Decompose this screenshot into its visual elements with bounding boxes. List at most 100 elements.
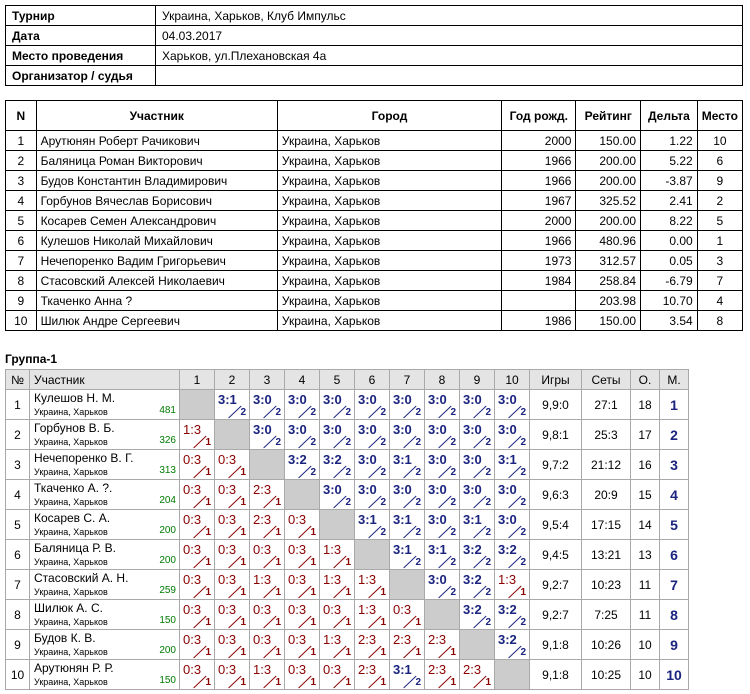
diagonal-slash-icon — [333, 465, 347, 479]
group-place: 3 — [659, 449, 689, 480]
match-score: 3:2 — [288, 452, 307, 467]
diagonal-slash-icon — [263, 525, 277, 539]
participant-birth-year: 1973 — [501, 250, 577, 271]
participant-city: Украина, Харьков — [276, 170, 503, 191]
diagonal-slash-icon — [508, 465, 522, 479]
participant-delta: 3.54 — [640, 310, 698, 331]
participant-place: 1 — [696, 230, 744, 251]
match-result-cell: 3:0 2 — [389, 479, 425, 510]
match-score: 3:0 — [428, 572, 447, 587]
diagonal-slash-icon — [298, 645, 312, 659]
info-label: Организатор / судья — [5, 65, 156, 86]
grid-header-place: М. — [659, 369, 689, 390]
participant-rating: 312.57 — [575, 250, 642, 271]
match-points: 2 — [345, 437, 351, 448]
participant-city: Украина, Харьков — [276, 130, 503, 151]
match-points: 2 — [415, 677, 421, 688]
tournament-info-table: Турнир Украина, Харьков, Клуб Импульс Дата… — [5, 5, 743, 86]
match-result-cell: 3:1 2 — [354, 509, 390, 540]
diagonal-slash-icon — [473, 555, 487, 569]
match-points: 1 — [310, 527, 316, 538]
participant-rating: 150.00 — [575, 130, 642, 151]
diagonal-slash-icon — [193, 495, 207, 509]
match-points: 2 — [310, 437, 316, 448]
match-score: 3:0 — [498, 392, 517, 407]
match-score: 0:3 — [218, 572, 237, 587]
match-result-cell: 3:2 2 — [494, 629, 530, 660]
group-player-name: Баляница Р. В. — [34, 541, 117, 555]
match-points: 1 — [275, 617, 281, 628]
diagonal-slash-icon — [473, 405, 487, 419]
group-row-num: 4 — [5, 479, 30, 510]
group-player-city: Украина, Харьков — [34, 617, 108, 627]
group-player-city: Украина, Харьков — [34, 407, 108, 417]
group-games: 9,6:3 — [529, 479, 582, 510]
match-score: 3:1 — [393, 512, 412, 527]
participant-name: Будов Константин Владимирович — [35, 170, 278, 191]
diagonal-slash-icon — [403, 405, 417, 419]
group-place: 8 — [659, 599, 689, 630]
diagonal-slash-icon — [228, 555, 242, 569]
participant-row: 10 Шилюк Андре Сергеевич Украина, Харьков 1… — [5, 310, 744, 331]
header-n: N — [5, 100, 37, 131]
match-score: 0:3 — [288, 602, 307, 617]
group-player-city: Украина, Харьков — [34, 437, 108, 447]
match-result-cell: 0:3 1 — [214, 599, 250, 630]
group-player-rating: 150 — [159, 675, 176, 686]
match-score: 0:3 — [288, 542, 307, 557]
participant-n: 10 — [5, 310, 37, 331]
match-score: 3:0 — [498, 422, 517, 437]
match-points: 1 — [275, 677, 281, 688]
diagonal-slash-icon — [298, 615, 312, 629]
participant-birth-year: 1966 — [501, 230, 577, 251]
diagonal-slash-icon — [298, 585, 312, 599]
match-points: 1 — [205, 677, 211, 688]
group-points: 11 — [630, 599, 660, 630]
match-result-cell: 2:3 1 — [354, 629, 390, 660]
match-points: 2 — [415, 437, 421, 448]
group-row-num: 5 — [5, 509, 30, 540]
match-points: 2 — [275, 437, 281, 448]
grid-header-col: 6 — [354, 369, 390, 390]
group-games: 9,9:0 — [529, 389, 582, 420]
match-points: 1 — [240, 587, 246, 598]
match-result-cell: 0:3 1 — [214, 659, 250, 690]
diagonal-slash-icon — [438, 585, 452, 599]
info-row: Место проведения Харьков, ул.Плехановская… — [5, 45, 743, 66]
participant-birth-year: 2000 — [501, 130, 577, 151]
group-sets: 20:9 — [581, 479, 631, 510]
diagonal-slash-icon — [438, 405, 452, 419]
match-result-cell: 0:3 1 — [214, 629, 250, 660]
match-result-cell: 3:1 2 — [494, 449, 530, 480]
group-row-num: 1 — [5, 389, 30, 420]
diagonal-slash-icon — [473, 675, 487, 689]
match-score: 3:0 — [428, 452, 447, 467]
match-points: 2 — [415, 407, 421, 418]
match-score: 3:2 — [498, 632, 517, 647]
match-result-cell: 3:0 2 — [424, 449, 460, 480]
participant-city: Украина, Харьков — [276, 190, 503, 211]
match-points: 1 — [275, 557, 281, 568]
info-label: Место проведения — [5, 45, 156, 66]
grid-header-num: № — [5, 369, 30, 390]
diagonal-slash-icon — [403, 435, 417, 449]
match-score: 3:0 — [253, 422, 272, 437]
match-points: 2 — [345, 407, 351, 418]
info-value — [155, 65, 743, 86]
match-result-cell: 0:3 1 — [319, 659, 355, 690]
match-points: 2 — [520, 557, 526, 568]
participant-delta: 10.70 — [640, 290, 698, 311]
match-score: 3:0 — [323, 482, 342, 497]
match-score: 1:3 — [323, 572, 342, 587]
diagonal-slash-icon — [368, 465, 382, 479]
participant-birth-year: 1967 — [501, 190, 577, 211]
group-row: 4 Ткаченко А. ?. Украина, Харьков 204 0:3 1 0:… — [5, 479, 689, 510]
group-player-city: Украина, Харьков — [34, 557, 108, 567]
match-result-cell: 3:0 2 — [424, 389, 460, 420]
match-score: 3:0 — [428, 392, 447, 407]
match-points: 2 — [450, 407, 456, 418]
diagonal-slash-icon — [193, 585, 207, 599]
group-player-name: Стасовский А. Н. — [34, 571, 129, 585]
diagonal-slash-icon — [368, 435, 382, 449]
match-score: 0:3 — [288, 512, 307, 527]
